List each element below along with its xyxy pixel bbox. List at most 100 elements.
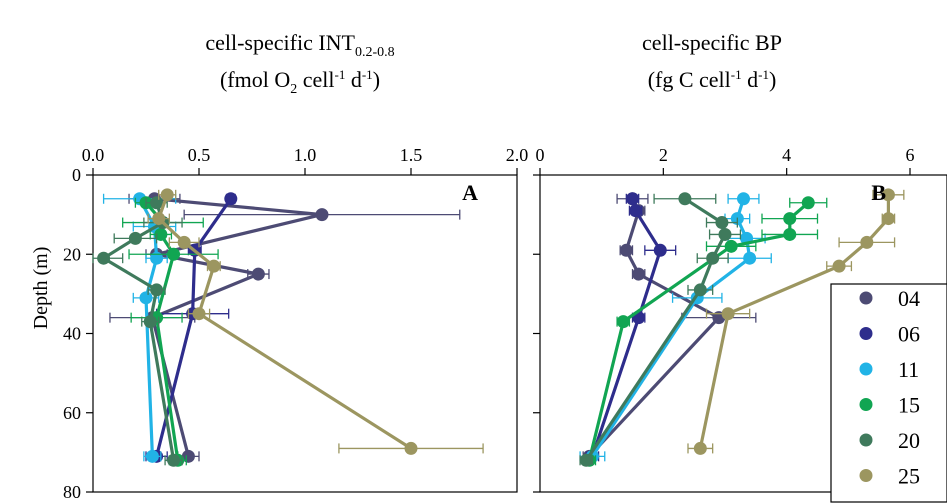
- panel-b-point: [693, 283, 707, 297]
- panel-a-ytick-label: 60: [63, 403, 81, 423]
- panel-b: 0 2 4 6: [533, 145, 947, 493]
- legend-label-25: 25: [898, 464, 920, 489]
- panel-a-xtick-label: 1.0: [294, 145, 317, 165]
- legend-label-20: 20: [898, 428, 920, 453]
- panel-a-ytick-label: 20: [63, 244, 81, 264]
- panel-b-point: [718, 227, 732, 241]
- panel-a-xtick-label: 0.0: [82, 145, 105, 165]
- panel-a-point: [160, 188, 174, 202]
- panel-b-point: [579, 453, 593, 467]
- panel-a-series-06-line: [155, 197, 233, 457]
- panel-a-point: [128, 231, 142, 245]
- panel-a-point: [177, 235, 191, 249]
- panel-b-point: [653, 243, 667, 257]
- panel-a-point: [167, 247, 181, 261]
- panel-b-point: [832, 259, 846, 273]
- panel-b-series-20: [579, 192, 742, 467]
- panel-a-point: [315, 208, 329, 222]
- panel-a-series-25: [147, 188, 484, 455]
- panel-a-units-open: (fmol O: [220, 67, 290, 92]
- panel-b-title: cell-specific BP: [642, 30, 782, 55]
- panel-a-point: [97, 251, 111, 265]
- panel-b-series-20-line: [584, 197, 727, 462]
- panel-a-point: [152, 212, 166, 226]
- panel-a-xtick-label: 1.5: [400, 145, 423, 165]
- panel-a-point: [224, 192, 238, 206]
- panel-b-point: [715, 216, 729, 230]
- panel-a-units-cell: cell: [297, 67, 334, 92]
- panel-a-point: [404, 441, 418, 455]
- legend-label-06: 06: [898, 322, 920, 347]
- panel-a-series-25-line: [157, 194, 412, 450]
- legend-marker-06: [859, 327, 873, 340]
- panel-a-point: [143, 315, 157, 329]
- panel-b-point: [881, 212, 895, 226]
- panel-a-label: A: [462, 180, 478, 205]
- panel-b-point: [706, 251, 720, 265]
- panel-a: 0.0 0.5 1.0 1.5 2.0 0 20 40 60 80: [63, 145, 528, 502]
- panel-b-point: [743, 251, 757, 265]
- legend-marker-15: [859, 398, 873, 411]
- panel-b-point: [783, 227, 797, 241]
- panel-b-point: [737, 192, 750, 206]
- panel-a-point: [150, 251, 164, 265]
- panel-a-units-o2-subscript: 2: [290, 82, 297, 97]
- legend-marker-20: [859, 433, 873, 447]
- panel-a-point: [150, 283, 164, 297]
- y-axis-label: Depth (m): [30, 247, 52, 330]
- panel-b-point: [801, 196, 815, 210]
- panel-b-point: [881, 188, 895, 202]
- panel-b-point: [629, 204, 643, 218]
- legend: 04 06 11 15 20 25: [830, 283, 947, 503]
- panel-b-units-sup2: -1: [758, 67, 769, 82]
- panel-a-point: [145, 449, 159, 463]
- panel-b-point: [783, 212, 797, 226]
- panel-b-xtick-label: 0: [536, 145, 545, 165]
- panel-a-ytick-label: 40: [63, 324, 81, 344]
- panel-a-point: [167, 453, 181, 467]
- panel-b-series-15: [582, 196, 828, 467]
- panel-b-units-d: d: [742, 67, 759, 92]
- panel-a-point: [207, 259, 221, 273]
- panel-a-series-20: [92, 196, 183, 467]
- panel-a-title-subscript: 0.2-0.8: [355, 45, 395, 60]
- legend-marker-04: [859, 291, 873, 305]
- panel-b-units: (fg C cell-1 d-1): [648, 67, 777, 92]
- panel-a-units-d: d: [345, 67, 362, 92]
- legend-label-15: 15: [898, 393, 920, 418]
- panel-a-point: [181, 449, 195, 463]
- panel-a-xtick-label: 2.0: [506, 145, 529, 165]
- panel-a-xtick-label: 0.5: [188, 145, 211, 165]
- panel-b-point: [678, 192, 692, 206]
- panel-b-xtick-label: 4: [782, 145, 791, 165]
- panel-a-ytick-label: 80: [63, 482, 81, 502]
- panel-a-point: [154, 227, 168, 241]
- panel-b-label: B: [871, 180, 886, 205]
- panel-a-point: [150, 196, 164, 210]
- legend-label-04: 04: [898, 286, 920, 311]
- panel-a-units-close: ): [373, 67, 380, 92]
- panel-a-ytick-label: 0: [72, 165, 81, 185]
- panel-b-series-25: [687, 188, 905, 455]
- panel-a-units-sup2: -1: [362, 67, 373, 82]
- panel-b-point: [721, 307, 735, 321]
- legend-marker-11: [859, 362, 873, 376]
- panel-b-point: [632, 267, 646, 281]
- panel-a-units: (fmol O2 cell-1 d-1): [220, 67, 380, 97]
- panel-b-units-open: (fg C cell: [648, 67, 731, 92]
- panel-b-point: [693, 441, 707, 455]
- panel-b-xtick-label: 6: [906, 145, 915, 165]
- panel-a-point: [139, 291, 153, 305]
- panel-b-point: [860, 235, 874, 249]
- panel-b-units-sup1: -1: [731, 67, 742, 82]
- legend-marker-25: [859, 469, 873, 482]
- panel-b-point: [724, 239, 738, 253]
- panel-b-units-close: ): [769, 67, 776, 92]
- panel-a-point: [192, 307, 206, 321]
- panel-a-title: cell-specific INT0.2-0.8: [205, 30, 394, 60]
- panel-b-point: [616, 315, 630, 329]
- legend-box: [830, 283, 947, 503]
- legend-label-11: 11: [898, 357, 919, 382]
- panel-b-point: [619, 243, 633, 257]
